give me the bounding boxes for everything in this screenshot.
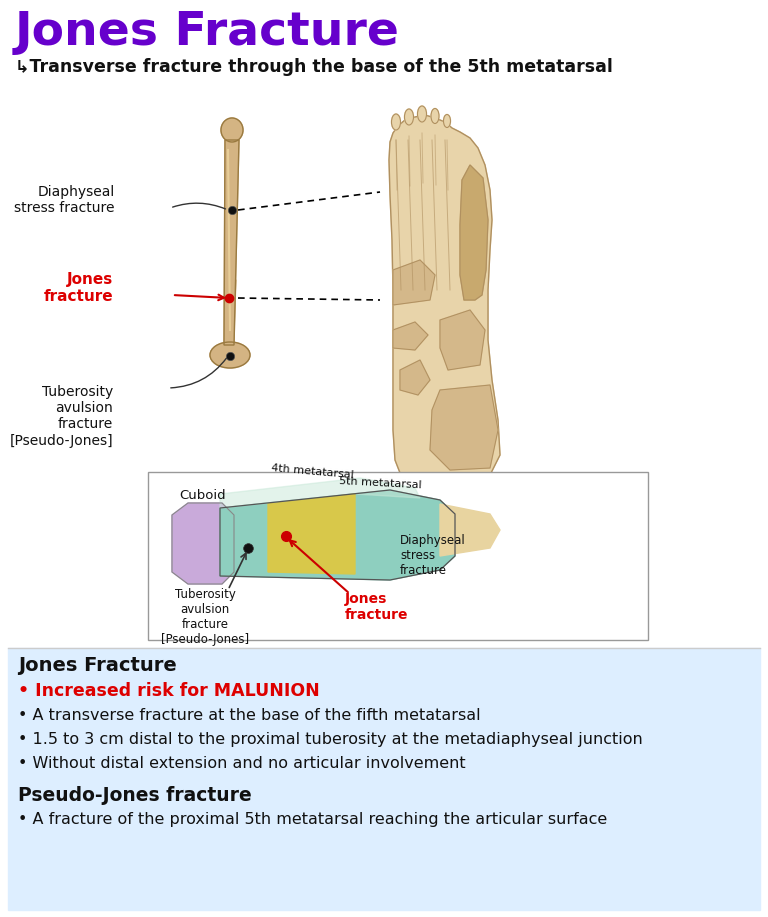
Ellipse shape: [210, 342, 250, 368]
Ellipse shape: [221, 118, 243, 142]
Ellipse shape: [431, 108, 439, 124]
Bar: [8, 648, 760, 910]
Bar: [148, 472, 648, 640]
Polygon shape: [440, 504, 500, 556]
Polygon shape: [393, 260, 435, 305]
Text: • Increased risk for MALUNION: • Increased risk for MALUNION: [18, 682, 319, 700]
Text: ↳Transverse fracture through the base of the 5th metatarsal: ↳Transverse fracture through the base of…: [15, 58, 613, 76]
Text: Jones
fracture: Jones fracture: [43, 271, 113, 304]
Text: Pseudo-Jones fracture: Pseudo-Jones fracture: [18, 786, 252, 805]
Ellipse shape: [443, 115, 451, 127]
Text: Cuboid: Cuboid: [180, 489, 227, 502]
Text: • 1.5 to 3 cm distal to the proximal tuberosity at the metadiaphyseal junction: • 1.5 to 3 cm distal to the proximal tub…: [18, 732, 643, 747]
Polygon shape: [430, 385, 498, 470]
Ellipse shape: [405, 109, 413, 125]
Text: Tuberosity
avulsion
fracture
[Pseudo-Jones]: Tuberosity avulsion fracture [Pseudo-Jon…: [161, 588, 249, 646]
Polygon shape: [393, 322, 428, 350]
Polygon shape: [440, 310, 485, 370]
Polygon shape: [400, 360, 430, 395]
Text: Diaphyseal
stress
fracture: Diaphyseal stress fracture: [400, 534, 465, 577]
Polygon shape: [220, 478, 420, 508]
Text: 5th metatarsal: 5th metatarsal: [339, 476, 422, 490]
Text: 4th metatarsal: 4th metatarsal: [270, 463, 353, 480]
Polygon shape: [226, 280, 236, 330]
Text: Diaphyseal
stress fracture: Diaphyseal stress fracture: [15, 185, 115, 215]
Text: Jones
fracture: Jones fracture: [345, 592, 409, 623]
Polygon shape: [460, 165, 488, 300]
Ellipse shape: [418, 106, 426, 122]
Ellipse shape: [392, 114, 400, 130]
Text: • A fracture of the proximal 5th metatarsal reaching the articular surface: • A fracture of the proximal 5th metatar…: [18, 812, 607, 827]
Polygon shape: [220, 490, 455, 580]
Polygon shape: [389, 115, 500, 498]
Polygon shape: [268, 494, 355, 574]
Text: Jones Fracture: Jones Fracture: [18, 656, 177, 675]
Text: Tuberosity
avulsion
fracture
[Pseudo-Jones]: Tuberosity avulsion fracture [Pseudo-Jon…: [9, 385, 113, 447]
Text: • Without distal extension and no articular involvement: • Without distal extension and no articu…: [18, 756, 465, 771]
Text: Jones Fracture: Jones Fracture: [15, 10, 400, 55]
Text: • A transverse fracture at the base of the fifth metatarsal: • A transverse fracture at the base of t…: [18, 708, 481, 723]
Polygon shape: [224, 140, 239, 345]
Polygon shape: [172, 503, 234, 584]
